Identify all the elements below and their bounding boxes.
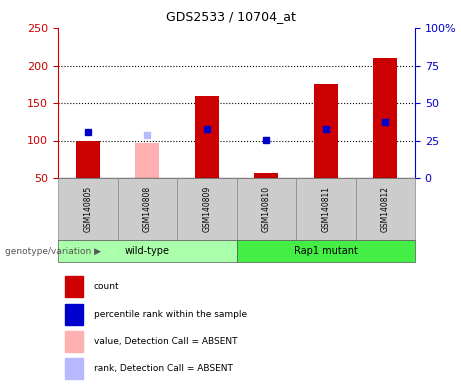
- Text: GSM140805: GSM140805: [83, 186, 92, 232]
- Bar: [296, 178, 355, 240]
- Bar: [254, 173, 278, 178]
- Bar: [65, 304, 83, 325]
- Text: GSM140811: GSM140811: [321, 186, 330, 232]
- Text: percentile rank within the sample: percentile rank within the sample: [94, 310, 247, 319]
- Bar: [236, 178, 296, 240]
- Bar: [355, 178, 415, 240]
- Text: count: count: [94, 282, 119, 291]
- Text: GSM140810: GSM140810: [262, 186, 271, 232]
- Bar: [373, 58, 397, 178]
- Bar: [65, 358, 83, 379]
- Text: genotype/variation ▶: genotype/variation ▶: [5, 247, 100, 255]
- Bar: [58, 240, 236, 262]
- Bar: [65, 276, 83, 297]
- Text: rank, Detection Call = ABSENT: rank, Detection Call = ABSENT: [94, 364, 233, 372]
- Bar: [195, 96, 219, 178]
- Bar: [236, 240, 415, 262]
- Text: GSM140808: GSM140808: [143, 186, 152, 232]
- Text: GSM140812: GSM140812: [381, 186, 390, 232]
- Bar: [65, 331, 83, 352]
- Text: value, Detection Call = ABSENT: value, Detection Call = ABSENT: [94, 337, 237, 346]
- Text: GDS2533 / 10704_at: GDS2533 / 10704_at: [165, 10, 296, 23]
- Text: wild-type: wild-type: [125, 246, 170, 256]
- Bar: [58, 178, 118, 240]
- Bar: [314, 84, 337, 178]
- Bar: [118, 178, 177, 240]
- Bar: [136, 143, 159, 178]
- Bar: [76, 141, 100, 178]
- Bar: [177, 178, 236, 240]
- Text: Rap1 mutant: Rap1 mutant: [294, 246, 358, 256]
- Text: GSM140809: GSM140809: [202, 186, 211, 232]
